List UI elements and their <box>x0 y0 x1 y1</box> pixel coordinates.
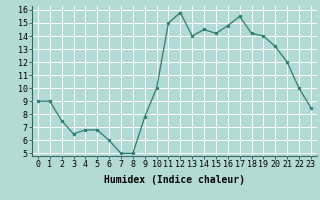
X-axis label: Humidex (Indice chaleur): Humidex (Indice chaleur) <box>104 175 245 185</box>
